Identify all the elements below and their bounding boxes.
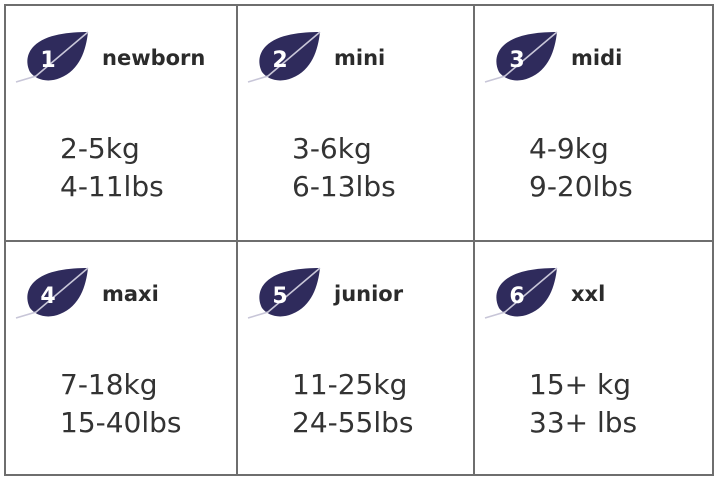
size-cell: 6 xxl 15+ kg 33+ lbs — [475, 242, 712, 474]
size-name: xxl — [571, 282, 606, 306]
weight-lbs: 24-55lbs — [292, 406, 414, 439]
leaf-icon: 3 — [484, 31, 558, 83]
size-name: midi — [571, 46, 623, 70]
weight-range: 11-25kg 24-55lbs — [292, 366, 414, 442]
size-number: 2 — [272, 48, 287, 73]
size-name: newborn — [102, 46, 206, 70]
size-number: 1 — [40, 48, 55, 73]
weight-kg: 4-9kg — [529, 132, 609, 165]
size-name: junior — [334, 282, 404, 306]
leaf-icon: 5 — [247, 267, 321, 319]
size-cell: 1 newborn 2-5kg 4-11lbs — [6, 6, 238, 242]
size-number: 4 — [40, 284, 55, 309]
weight-lbs: 6-13lbs — [292, 170, 396, 203]
leaf-icon: 6 — [484, 267, 558, 319]
weight-kg: 7-18kg — [60, 368, 158, 401]
weight-range: 4-9kg 9-20lbs — [529, 130, 633, 206]
size-chart: 1 newborn 2-5kg 4-11lbs 2 mini 3-6kg 6-1… — [4, 4, 714, 476]
size-name: mini — [334, 46, 386, 70]
size-cell: 4 maxi 7-18kg 15-40lbs — [6, 242, 238, 474]
weight-lbs: 15-40lbs — [60, 406, 182, 439]
weight-kg: 15+ kg — [529, 368, 631, 401]
size-name: maxi — [102, 282, 159, 306]
size-cell: 5 junior 11-25kg 24-55lbs — [238, 242, 475, 474]
weight-lbs: 4-11lbs — [60, 170, 164, 203]
weight-kg: 3-6kg — [292, 132, 372, 165]
weight-kg: 11-25kg — [292, 368, 408, 401]
weight-kg: 2-5kg — [60, 132, 140, 165]
weight-range: 15+ kg 33+ lbs — [529, 366, 637, 442]
leaf-icon: 2 — [247, 31, 321, 83]
size-cell: 2 mini 3-6kg 6-13lbs — [238, 6, 475, 242]
weight-range: 7-18kg 15-40lbs — [60, 366, 182, 442]
size-number: 5 — [272, 284, 287, 309]
size-number: 3 — [509, 48, 524, 73]
weight-range: 2-5kg 4-11lbs — [60, 130, 164, 206]
weight-range: 3-6kg 6-13lbs — [292, 130, 396, 206]
size-cell: 3 midi 4-9kg 9-20lbs — [475, 6, 712, 242]
weight-lbs: 33+ lbs — [529, 406, 638, 439]
leaf-icon: 1 — [15, 31, 89, 83]
weight-lbs: 9-20lbs — [529, 170, 633, 203]
size-number: 6 — [509, 284, 524, 309]
leaf-icon: 4 — [15, 267, 89, 319]
